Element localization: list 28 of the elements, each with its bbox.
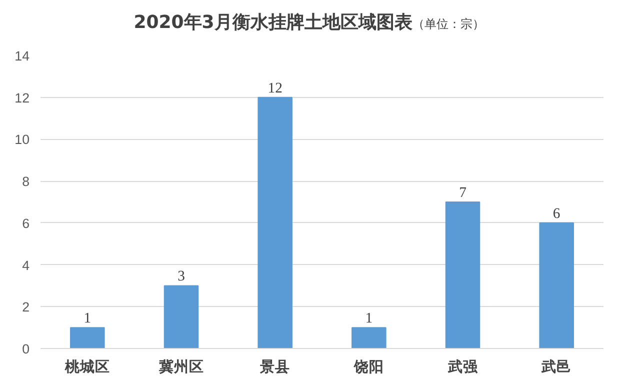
x-tick-label: 武强 [446,358,479,376]
bar [258,96,292,348]
y-tick-label: 8 [22,174,30,190]
bar [164,285,199,348]
bar [445,202,480,348]
x-tick-label: 桃城区 [64,358,110,376]
y-tick-label: 4 [22,258,30,273]
data-label: 6 [552,206,560,222]
x-tick-label: 景县 [259,358,290,376]
x-tick-label: 冀州区 [158,358,204,376]
data-label: 12 [268,80,282,96]
x-tick-label: 饶阳 [352,358,384,376]
bar [539,222,574,348]
data-label: 7 [459,185,466,201]
data-label: 1 [84,310,92,327]
y-tick-label: 2 [22,300,30,315]
bar [70,327,105,348]
x-tick-label: 武邑 [540,358,572,376]
chart-title: 2020年3月衡水挂牌土地区域图表 [134,12,412,33]
y-tick-label: 14 [14,48,30,64]
y-tick-label: 0 [22,342,30,356]
y-tick-label: 6 [22,216,30,231]
data-label: 3 [178,268,185,285]
y-tick-label: 12 [14,90,30,106]
data-label: 1 [365,310,373,327]
chart-subtitle: （单位：宗） [412,17,484,31]
bar [352,327,386,348]
y-tick-label: 10 [14,132,30,148]
